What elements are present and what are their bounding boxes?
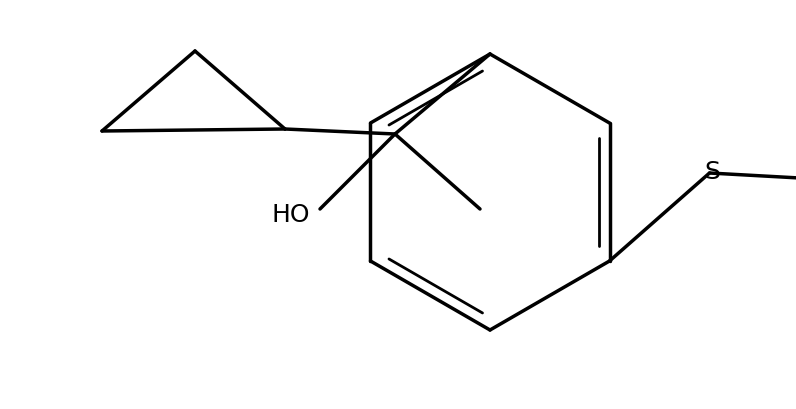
Text: HO: HO — [271, 202, 310, 227]
Text: S: S — [704, 160, 720, 184]
